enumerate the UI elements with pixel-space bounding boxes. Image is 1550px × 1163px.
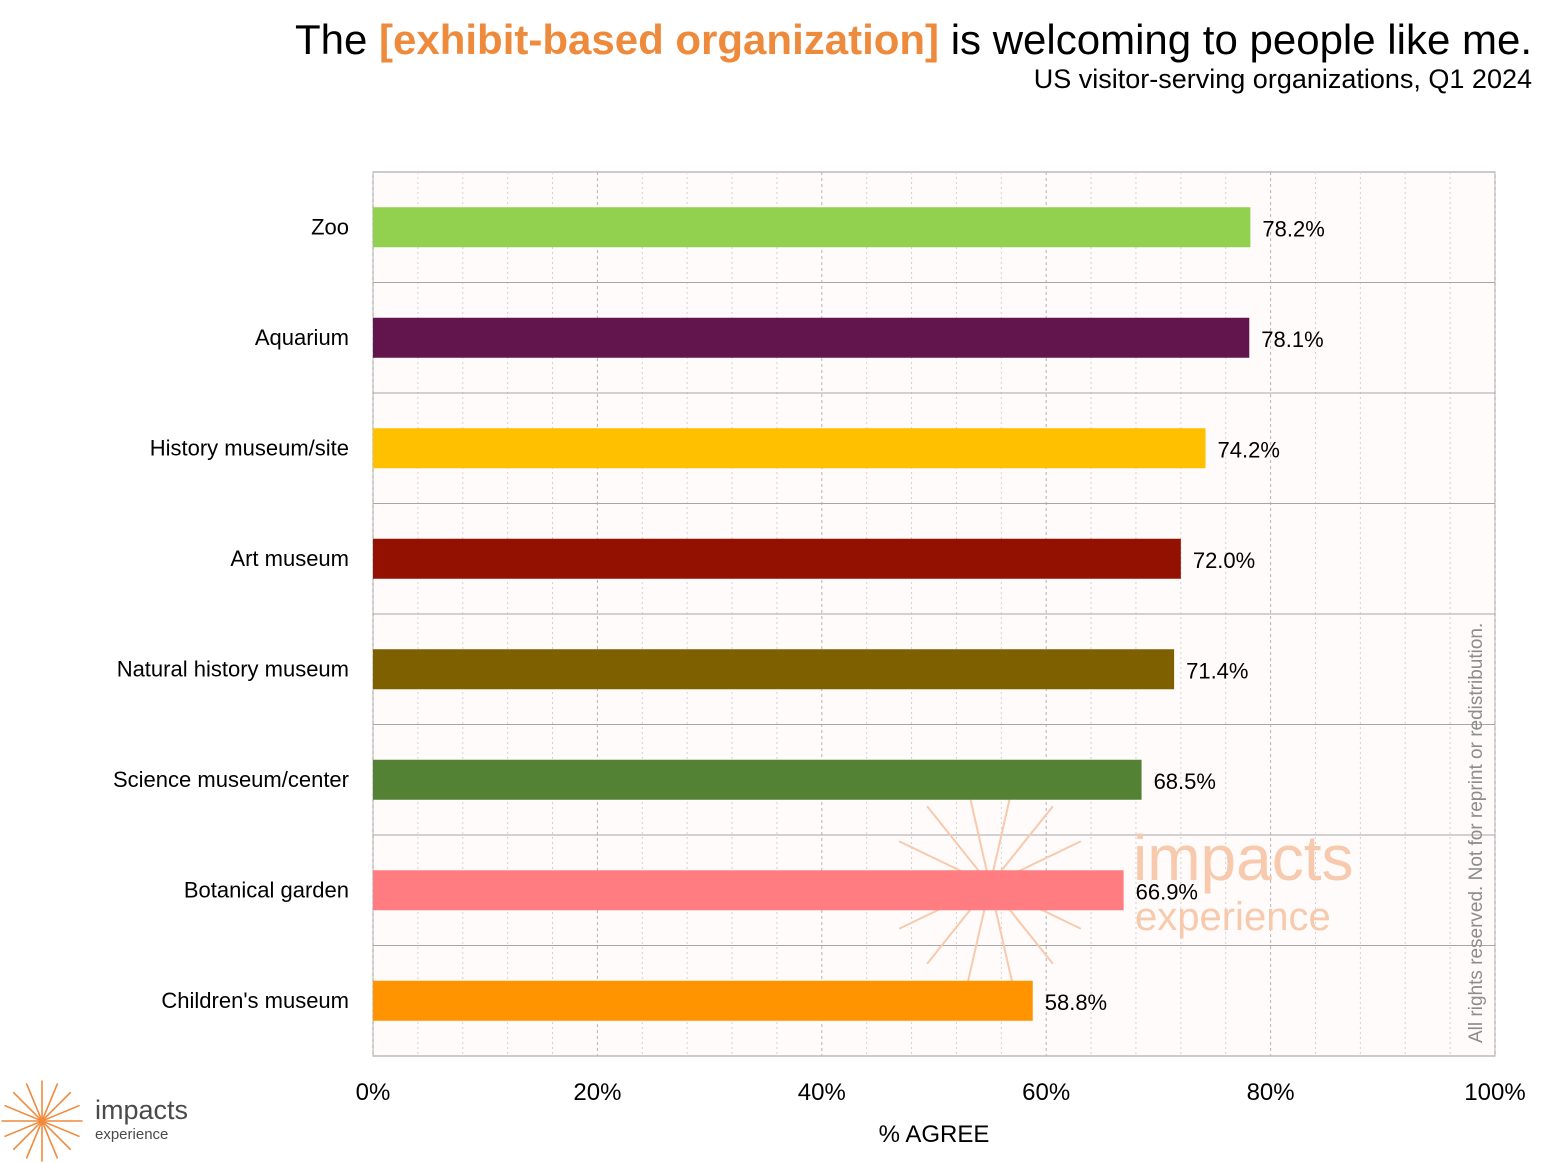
value-label: 78.2% <box>1262 216 1324 241</box>
bar <box>373 980 1033 1021</box>
x-tick-label: 0% <box>356 1079 391 1106</box>
value-label: 74.2% <box>1218 437 1280 462</box>
category-label: Aquarium <box>255 325 349 350</box>
title-prefix: The <box>294 16 380 63</box>
watermark: impacts experience <box>889 786 1354 984</box>
bar <box>373 428 1206 469</box>
value-labels: 78.2% 78.1% 74.2% 72.0% 71.4% 68.5% 66.9% 58.8% <box>1045 216 1325 1015</box>
category-label: Zoo <box>311 214 349 239</box>
value-label: 68.5% <box>1154 769 1216 794</box>
category-labels: Zoo Aquarium History museum/site Art museum… <box>113 214 349 1013</box>
bars <box>373 207 1251 1021</box>
value-label: 66.9% <box>1136 879 1198 904</box>
watermark-text-2: experience <box>1135 895 1331 939</box>
bar <box>373 759 1142 800</box>
value-label: 58.8% <box>1045 990 1107 1015</box>
chart-subtitle: US visitor-serving organizations, Q1 202… <box>1033 64 1532 94</box>
category-label: Art museum <box>230 546 349 571</box>
bar <box>373 538 1181 579</box>
x-tick-label: 60% <box>1022 1079 1070 1106</box>
x-tick-label: 20% <box>573 1079 621 1106</box>
logo-text-2: experience <box>95 1126 168 1143</box>
category-separators <box>373 282 1495 946</box>
value-label: 78.1% <box>1261 327 1323 352</box>
x-axis-title: % AGREE <box>879 1121 990 1148</box>
category-label: Science museum/center <box>113 767 349 792</box>
watermark-text-1: impacts <box>1133 822 1354 894</box>
bar <box>373 207 1251 248</box>
category-label: History museum/site <box>150 435 349 460</box>
bar <box>373 317 1250 358</box>
logo-text-1: impacts <box>95 1095 188 1125</box>
category-label: Children's museum <box>161 988 349 1013</box>
bar <box>373 870 1124 911</box>
title-suffix: is welcoming to people like me. <box>939 16 1532 63</box>
logo-ray <box>4 1104 80 1138</box>
starburst-logo-icon <box>1 1080 83 1162</box>
x-tick-label: 80% <box>1247 1079 1295 1106</box>
copyright-notice: All rights reserved. Not for reprint or … <box>1466 623 1487 1043</box>
title-highlight: [exhibit-based organization] <box>379 16 940 63</box>
value-label: 71.4% <box>1186 658 1248 683</box>
x-axis-ticks: 0% 20% 40% 60% 80% 100% <box>356 1079 1526 1106</box>
category-label: Botanical garden <box>184 877 349 902</box>
category-label: Natural history museum <box>117 656 349 681</box>
value-label: 72.0% <box>1193 548 1255 573</box>
chart-title: The [exhibit-based organization] is welc… <box>295 14 1532 66</box>
company-logo: impacts experience <box>1 1080 188 1162</box>
x-tick-label: 100% <box>1464 1079 1525 1106</box>
bar <box>373 649 1175 690</box>
x-tick-label: 40% <box>798 1079 846 1106</box>
